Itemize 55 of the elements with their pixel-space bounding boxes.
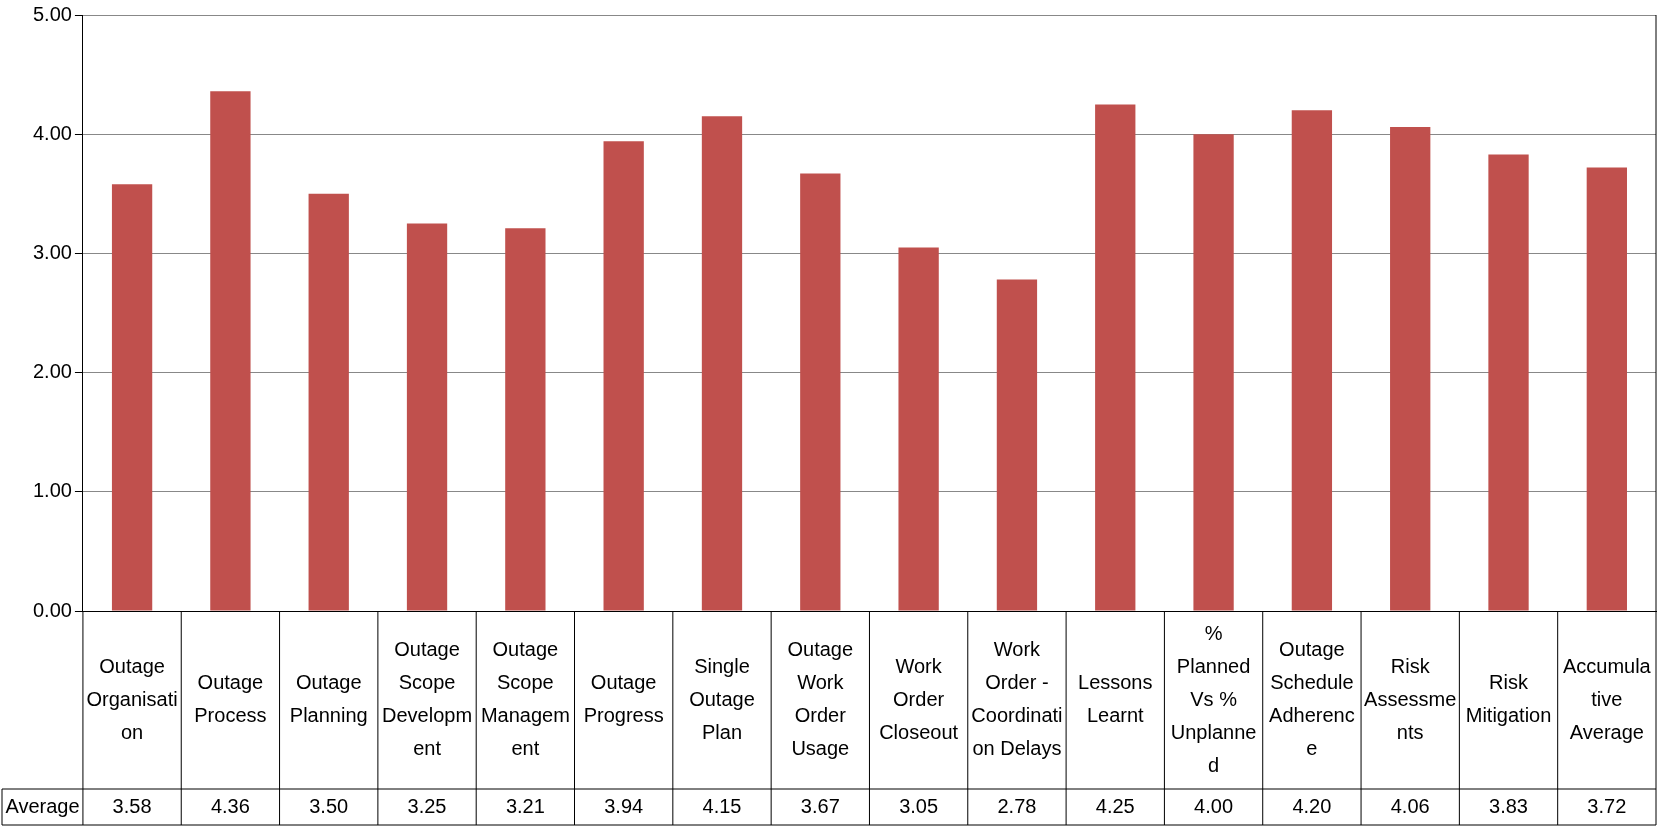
data-label: 3.67	[800, 794, 840, 817]
x-tick-label: Outage Planning	[289, 671, 368, 727]
data-label: 3.58	[112, 794, 152, 817]
bar	[505, 228, 546, 611]
data-label: 4.36	[210, 794, 250, 817]
bar	[1095, 104, 1136, 611]
bar	[308, 193, 349, 611]
x-tick-label: Outage Work Order Usage	[787, 638, 854, 760]
x-tick-label: Single Outage Plan	[689, 654, 755, 743]
x-tick-label: Risk Assessments	[1364, 654, 1457, 743]
bar	[1586, 167, 1627, 611]
text: Average	[5, 794, 80, 817]
y-tick-label: 2.00	[32, 360, 72, 383]
bar	[800, 173, 841, 611]
x-tick-label: Work Order - Coordination Delays	[971, 638, 1063, 760]
data-label: 3.94	[604, 794, 644, 817]
x-tick-label: Outage Scope Management	[480, 638, 570, 760]
x-tick-label: Outage Progress	[583, 671, 664, 727]
y-tick-label: 3.00	[32, 240, 72, 263]
data-label: 4.15	[702, 794, 742, 817]
bar	[111, 184, 153, 611]
x-tick-label: Outage Process	[194, 671, 267, 727]
x-tick-label: Accumulative Average	[1562, 654, 1652, 743]
data-label: 4.06	[1390, 794, 1430, 817]
bar	[1488, 154, 1529, 611]
bar	[406, 223, 448, 611]
x-tick-label: Outage Organisation	[86, 654, 178, 743]
bar	[898, 247, 939, 611]
data-label: 3.25	[407, 794, 447, 817]
data-label: 4.25	[1095, 794, 1135, 817]
bar	[603, 141, 644, 611]
data-label: 3.05	[899, 794, 939, 817]
data-label: 4.20	[1292, 794, 1332, 817]
bar	[996, 279, 1038, 611]
x-tick-label: Lessons Learnt	[1078, 671, 1153, 727]
data-label: 4.00	[1194, 794, 1234, 817]
x-tick-label: Work Order Closeout	[879, 654, 959, 743]
bar	[1291, 110, 1333, 611]
x-tick-label: Risk Mitigation	[1465, 671, 1552, 727]
y-tick-label: 4.00	[32, 121, 72, 144]
y-tick-label: 0.00	[32, 598, 72, 621]
data-label: 2.78	[997, 794, 1037, 817]
y-tick-label: 1.00	[32, 479, 72, 502]
x-tick-label: % Planned Vs % Unplanned	[1170, 621, 1257, 776]
bar	[1390, 127, 1431, 611]
y-tick-label: 5.00	[32, 2, 72, 25]
data-label: 3.21	[505, 794, 545, 817]
bar	[1193, 134, 1234, 611]
x-tick-label: Outage Scope Development	[382, 638, 473, 760]
x-tick-label: Outage Schedule Adherence	[1269, 638, 1355, 760]
bar	[701, 116, 743, 611]
data-label: 3.72	[1587, 794, 1627, 817]
data-label: 3.83	[1489, 794, 1528, 817]
data-label: 3.50	[309, 794, 349, 817]
bar	[210, 91, 251, 611]
